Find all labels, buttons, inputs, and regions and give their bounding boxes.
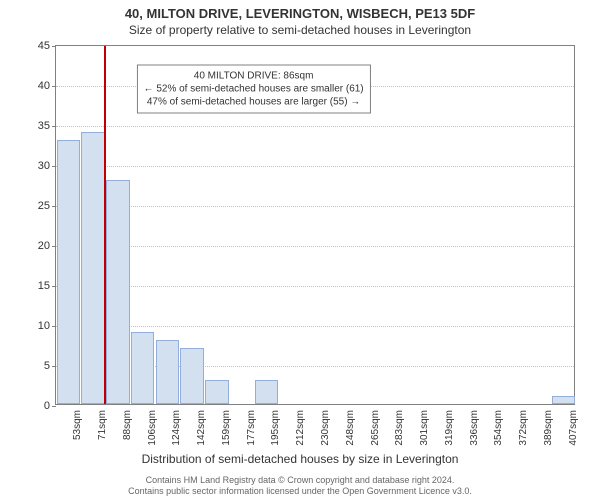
x-tick-label: 212sqm (295, 410, 306, 446)
x-tick-label: 159sqm (221, 410, 232, 446)
x-tick-label: 230sqm (320, 410, 331, 446)
y-tick-mark (52, 366, 56, 367)
annotation-line2: ← 52% of semi-detached houses are smalle… (144, 83, 364, 96)
chart-title-line2: Size of property relative to semi-detach… (0, 23, 600, 37)
y-tick-label: 25 (38, 200, 50, 212)
y-tick-mark (52, 46, 56, 47)
annotation-box: 40 MILTON DRIVE: 86sqm← 52% of semi-deta… (137, 65, 371, 114)
gridline (56, 206, 574, 207)
y-tick-mark (52, 206, 56, 207)
histogram-bar (156, 340, 180, 404)
y-tick-label: 20 (38, 240, 50, 252)
y-tick-label: 35 (38, 120, 50, 132)
x-tick-label: 248sqm (345, 410, 356, 446)
footer-attribution: Contains HM Land Registry data © Crown c… (0, 475, 600, 498)
footer-line1: Contains HM Land Registry data © Crown c… (0, 475, 600, 487)
x-tick-label: 106sqm (147, 410, 158, 446)
histogram-bar (57, 140, 81, 404)
histogram-bar (552, 396, 576, 404)
plot-area: 05101520253035404553sqm71sqm88sqm106sqm1… (55, 45, 575, 405)
y-tick-mark (52, 406, 56, 407)
histogram-bar (180, 348, 204, 404)
y-tick-mark (52, 286, 56, 287)
y-tick-mark (52, 166, 56, 167)
histogram-bar (81, 132, 105, 404)
x-tick-label: 142sqm (196, 410, 207, 446)
x-axis-label: Distribution of semi-detached houses by … (0, 452, 600, 466)
histogram-bar (255, 380, 279, 404)
x-tick-label: 195sqm (270, 410, 281, 446)
gridline (56, 246, 574, 247)
x-tick-label: 354sqm (493, 410, 504, 446)
gridline (56, 286, 574, 287)
y-tick-label: 10 (38, 320, 50, 332)
x-tick-label: 283sqm (394, 410, 405, 446)
y-tick-label: 15 (38, 280, 50, 292)
y-tick-label: 45 (38, 40, 50, 52)
y-tick-mark (52, 86, 56, 87)
y-tick-mark (52, 246, 56, 247)
histogram-bar (131, 332, 155, 404)
chart-title-line1: 40, MILTON DRIVE, LEVERINGTON, WISBECH, … (0, 6, 600, 21)
property-marker-line (104, 46, 106, 404)
x-tick-label: 124sqm (171, 410, 182, 446)
y-tick-label: 30 (38, 160, 50, 172)
y-tick-label: 5 (44, 360, 50, 372)
histogram-bar (106, 180, 130, 404)
chart-container: 40, MILTON DRIVE, LEVERINGTON, WISBECH, … (0, 0, 600, 500)
y-tick-label: 0 (44, 400, 50, 412)
x-tick-label: 265sqm (370, 410, 381, 446)
x-tick-label: 407sqm (568, 410, 579, 446)
x-tick-label: 389sqm (543, 410, 554, 446)
y-tick-label: 40 (38, 80, 50, 92)
y-tick-mark (52, 126, 56, 127)
annotation-line3: 47% of semi-detached houses are larger (… (144, 96, 364, 109)
gridline (56, 126, 574, 127)
x-tick-label: 53sqm (72, 410, 83, 440)
x-tick-label: 372sqm (518, 410, 529, 446)
gridline (56, 166, 574, 167)
x-tick-label: 88sqm (122, 410, 133, 440)
gridline (56, 326, 574, 327)
histogram-bar (205, 380, 229, 404)
footer-line2: Contains public sector information licen… (0, 486, 600, 498)
x-tick-label: 301sqm (419, 410, 430, 446)
x-tick-label: 336sqm (469, 410, 480, 446)
y-tick-mark (52, 326, 56, 327)
x-tick-label: 177sqm (246, 410, 257, 446)
annotation-line1: 40 MILTON DRIVE: 86sqm (144, 70, 364, 83)
x-tick-label: 71sqm (97, 410, 108, 440)
x-tick-label: 319sqm (444, 410, 455, 446)
